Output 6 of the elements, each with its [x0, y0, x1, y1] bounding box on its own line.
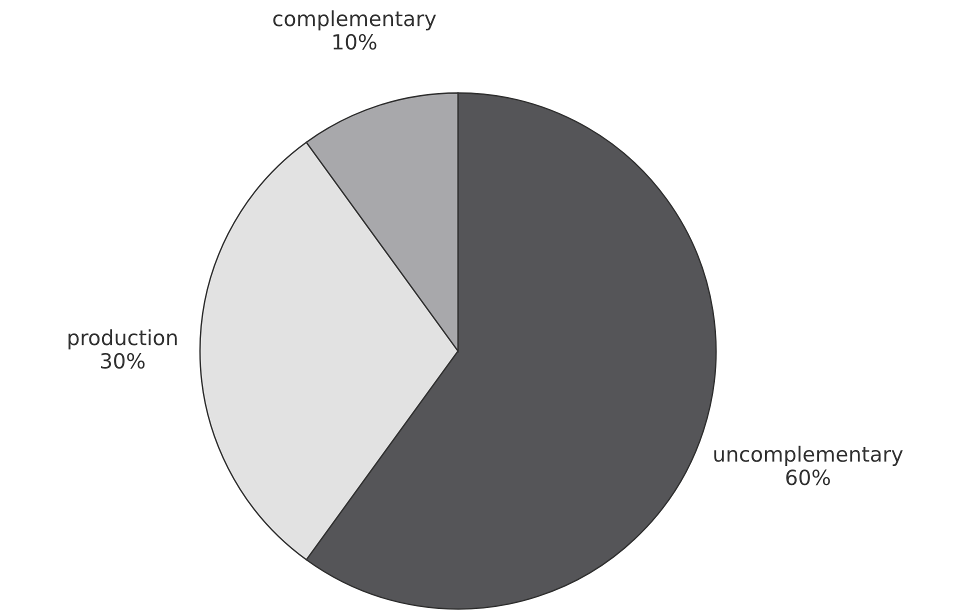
slice-label: production: [68, 329, 177, 350]
slice-label: uncomplementary: [714, 446, 903, 466]
data-label: 10%: [333, 34, 376, 50]
slice-label: complementary: [273, 10, 436, 30]
data-label: 60%: [786, 469, 830, 486]
data-label: 30%: [101, 352, 145, 369]
